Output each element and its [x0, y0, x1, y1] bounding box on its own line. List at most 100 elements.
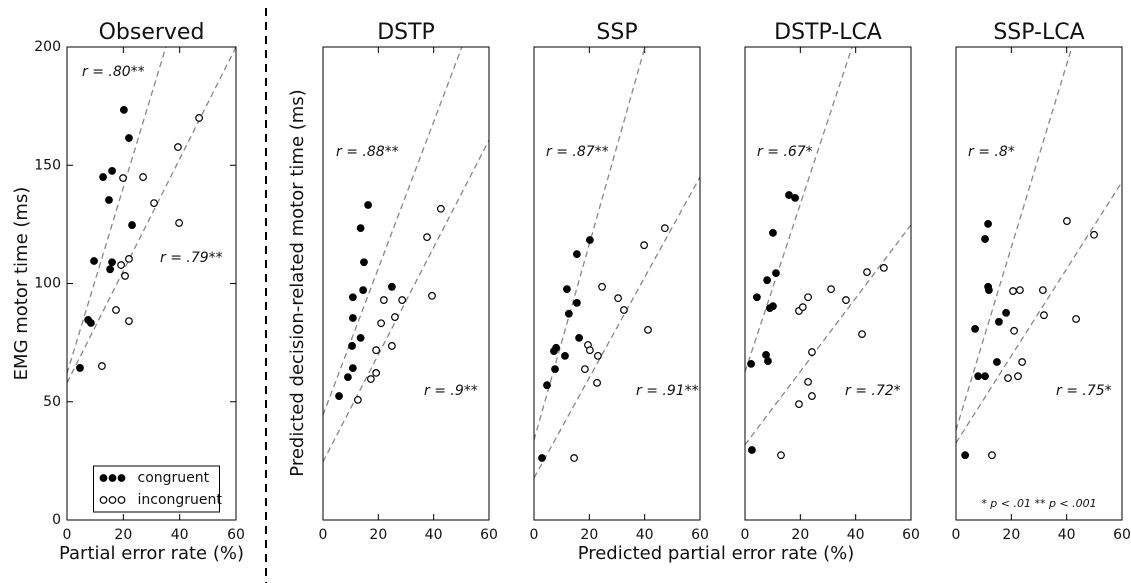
point — [98, 362, 106, 370]
annotation: r = .72* — [845, 383, 901, 399]
point — [785, 191, 793, 199]
plot-area — [67, 47, 236, 384]
point — [598, 282, 606, 291]
x-tick-label: 40 — [171, 527, 189, 543]
legend-marker — [117, 474, 126, 482]
legend-label: incongruent — [138, 492, 223, 508]
y-tick-label: 50 — [43, 394, 61, 410]
fit-line — [323, 47, 463, 416]
point — [391, 313, 399, 321]
x-axis-label: Predicted partial error rate (%) — [578, 543, 855, 564]
x-tick-label: 20 — [580, 527, 598, 543]
legend-marker — [99, 474, 108, 482]
point — [777, 451, 785, 460]
point — [769, 228, 777, 237]
point — [106, 265, 114, 274]
x-tick-label: 60 — [480, 527, 498, 543]
point — [766, 304, 774, 312]
point — [398, 296, 407, 304]
x-tick-label: 0 — [63, 527, 72, 543]
point — [594, 351, 602, 360]
annotation: r = .88** — [336, 144, 399, 160]
plot-area — [534, 47, 700, 479]
x-axis-label: Partial error rate (%) — [59, 543, 244, 564]
y-tick-label: 0 — [52, 512, 61, 528]
point — [804, 293, 812, 302]
y-tick-label: 100 — [34, 276, 61, 292]
point — [108, 167, 116, 175]
chart-title: DSTP-LCA — [774, 20, 882, 45]
point — [348, 342, 356, 350]
y-tick-label: 200 — [34, 39, 61, 55]
point — [988, 451, 996, 460]
point — [772, 269, 780, 277]
point — [372, 346, 381, 355]
point — [76, 364, 84, 372]
point — [117, 261, 125, 269]
x-tick-label: 20 — [369, 527, 387, 543]
axes-frame — [533, 46, 701, 521]
point — [585, 236, 594, 244]
point — [752, 293, 761, 302]
fit-line — [67, 47, 167, 374]
y-tick-label: 150 — [34, 157, 61, 173]
point — [366, 375, 375, 383]
point — [428, 291, 436, 300]
point — [660, 224, 669, 233]
point — [808, 392, 816, 400]
axes-frame — [744, 46, 912, 521]
plot-area — [745, 47, 911, 446]
point — [974, 372, 983, 381]
axes-frame — [66, 46, 237, 521]
chart-title: DSTP — [377, 20, 435, 45]
point — [125, 255, 133, 263]
point — [640, 241, 649, 250]
plot-area — [323, 47, 489, 463]
point — [863, 268, 871, 277]
point — [984, 220, 992, 228]
point — [423, 233, 431, 242]
x-tick-label: 0 — [952, 527, 961, 543]
point — [795, 400, 803, 409]
annotation: r = .80** — [82, 64, 145, 80]
point — [353, 395, 362, 404]
point — [981, 372, 989, 381]
fit-line — [956, 47, 1073, 431]
point — [593, 378, 601, 387]
point — [175, 219, 184, 227]
x-tick-label: 40 — [636, 527, 654, 543]
point — [379, 296, 388, 304]
legend-marker — [108, 496, 117, 504]
chart-title: SSP — [596, 20, 637, 45]
point — [879, 263, 888, 272]
point — [1004, 374, 1012, 383]
x-tick-label: 20 — [114, 527, 132, 543]
point — [572, 298, 581, 307]
point — [112, 306, 120, 314]
point — [344, 373, 352, 382]
point — [121, 272, 129, 280]
y-axis-label: EMG motor time (ms) — [11, 187, 32, 381]
point — [570, 454, 579, 462]
point — [348, 293, 357, 302]
x-tick-label: 40 — [425, 527, 443, 543]
point — [1072, 315, 1080, 323]
x-tick-label: 60 — [691, 527, 709, 543]
point — [971, 325, 979, 333]
point — [1040, 311, 1048, 320]
x-tick-label: 0 — [741, 527, 750, 543]
point — [387, 342, 396, 350]
point — [1010, 326, 1018, 335]
point — [348, 314, 357, 322]
point — [747, 360, 755, 368]
point — [572, 250, 581, 259]
point — [377, 319, 386, 328]
annotation: r = .91** — [636, 383, 699, 399]
x-tick-label: 60 — [1113, 527, 1131, 543]
fit-line — [323, 139, 489, 463]
point — [1016, 286, 1024, 295]
annotation: r = .67* — [757, 144, 813, 160]
point — [858, 330, 866, 339]
chart-title: SSP-LCA — [993, 20, 1084, 45]
point — [125, 134, 133, 142]
